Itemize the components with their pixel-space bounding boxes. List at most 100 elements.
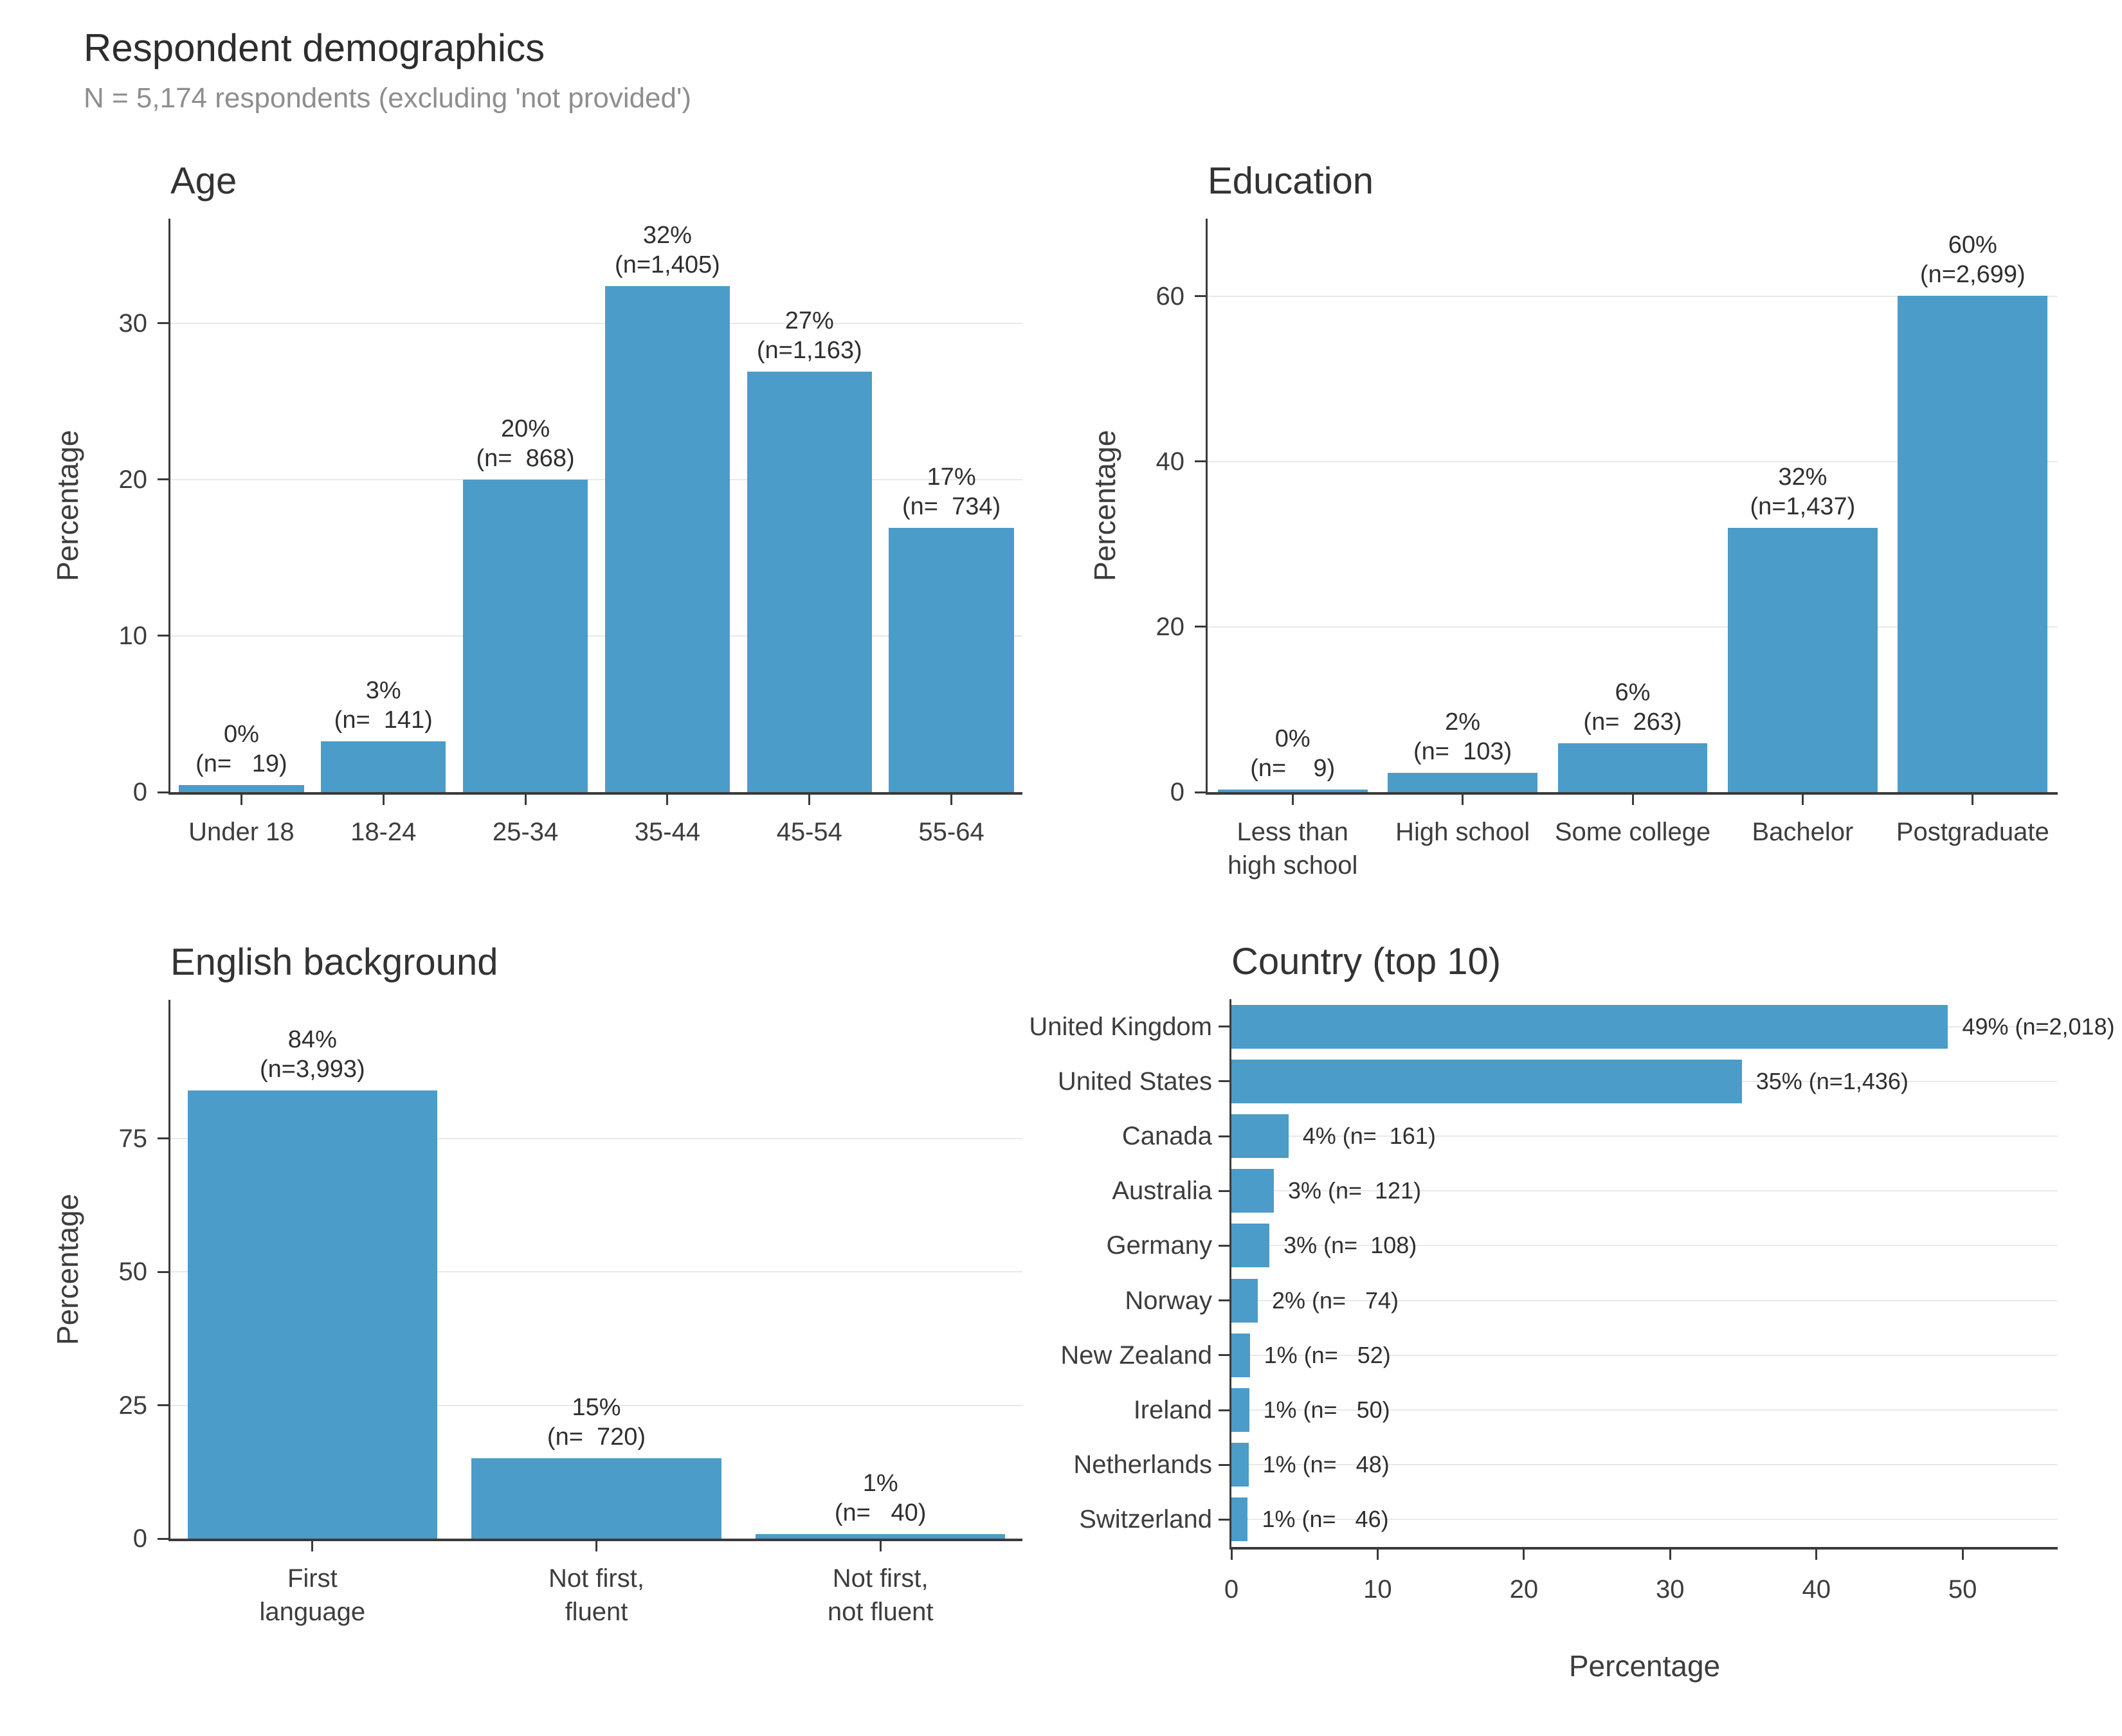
x-tick-label: 40 — [1802, 1575, 1831, 1604]
y-tick-mark — [158, 322, 169, 325]
country-bar — [1231, 1224, 1270, 1268]
x-tick-mark — [1230, 1550, 1233, 1560]
english-category-label: First language — [259, 1564, 366, 1626]
x-tick-mark — [879, 1541, 882, 1551]
education-bar-count-label: (n= 263) — [1583, 709, 1682, 736]
education-bar-percent-label: 32% — [1778, 463, 1827, 491]
education-bar-percent-label: 6% — [1615, 679, 1651, 707]
x-tick-mark — [595, 1541, 597, 1551]
education-bar-percent-label: 2% — [1445, 709, 1481, 736]
country-bar-value-label: 1% (n= 48) — [1262, 1451, 1390, 1478]
x-tick-label: 20 — [1509, 1575, 1539, 1604]
country-bar-value-label: 1% (n= 46) — [1262, 1506, 1389, 1533]
figure-title: Respondent demographics — [84, 26, 545, 69]
x-tick-mark — [240, 795, 242, 805]
country-bar-value-label: 1% (n= 50) — [1263, 1397, 1390, 1423]
x-tick-mark — [1669, 1550, 1671, 1560]
x-tick-mark — [1801, 795, 1804, 805]
y-tick-label: 0 — [132, 778, 147, 806]
y-tick-mark — [158, 1270, 169, 1273]
country-category-label: New Zealand — [1060, 1341, 1212, 1370]
country-chart-title: Country (top 10) — [1231, 941, 1501, 982]
x-tick-mark — [1291, 795, 1294, 805]
english-bar-count-label: (n= 40) — [834, 1499, 927, 1527]
y-tick-mark — [158, 1137, 169, 1140]
english-category-label: Not first, not fluent — [827, 1564, 934, 1626]
country-bar — [1231, 1114, 1289, 1158]
gridline — [170, 322, 1022, 324]
age-category-label: 45-54 — [776, 818, 842, 846]
x-tick-mark — [1961, 1550, 1964, 1560]
y-tick-mark — [1195, 791, 1206, 793]
figure-subtitle: N = 5,174 respondents (excluding 'not pr… — [84, 82, 692, 114]
country-category-label: Norway — [1125, 1286, 1212, 1315]
x-tick-mark — [950, 795, 953, 805]
y-tick-mark — [1219, 1189, 1230, 1192]
country-bar-value-label: 1% (n= 52) — [1264, 1341, 1391, 1368]
english-category-label: Not first, fluent — [549, 1564, 644, 1626]
x-tick-mark — [1972, 795, 1974, 805]
country-category-label: Canada — [1121, 1122, 1212, 1150]
country-bar — [1231, 1333, 1250, 1377]
gridline — [170, 1404, 1022, 1406]
y-axis-spine — [168, 219, 170, 793]
y-tick-mark — [1219, 1026, 1230, 1028]
country-bar-value-label: 49% (n=2,018) — [1962, 1013, 2115, 1040]
education-bar-percent-label: 60% — [1948, 231, 1997, 258]
age-bar-count-label: (n=1,163) — [756, 337, 862, 365]
x-axis-spine — [168, 1539, 1022, 1541]
country-category-label: Ireland — [1133, 1396, 1212, 1424]
country-bar-value-label: 2% (n= 74) — [1271, 1287, 1399, 1314]
y-tick-mark — [1195, 295, 1206, 298]
y-tick-label: 75 — [118, 1124, 148, 1153]
y-tick-mark — [158, 1537, 169, 1540]
gridline — [1208, 460, 2058, 462]
x-tick-label: 30 — [1656, 1575, 1685, 1604]
y-tick-mark — [1219, 1135, 1230, 1137]
country-bar — [1231, 1443, 1249, 1487]
age-bar-percent-label: 32% — [642, 221, 692, 249]
age-bar-count-label: (n=1,405) — [615, 251, 720, 278]
age-bar-percent-label: 17% — [927, 464, 976, 491]
y-axis-spine — [1229, 999, 1231, 1548]
age-bar — [179, 785, 304, 792]
x-tick-label: 10 — [1363, 1575, 1392, 1604]
education-bar-count-label: (n=1,437) — [1750, 493, 1856, 520]
y-tick-mark — [1219, 1244, 1230, 1247]
country-category-label: Australia — [1112, 1177, 1212, 1206]
education-category-label: Bachelor — [1752, 818, 1854, 846]
y-tick-mark — [1195, 626, 1206, 628]
country-category-label: United Kingdom — [1029, 1012, 1212, 1041]
english-bar — [471, 1458, 721, 1539]
gridline — [1231, 1190, 2058, 1192]
age-bar-count-label: (n= 734) — [902, 493, 1001, 521]
education-bar — [1728, 527, 1878, 792]
y-tick-label: 25 — [118, 1391, 148, 1420]
gridline — [1231, 1245, 2058, 1247]
age-bar-percent-label: 3% — [365, 677, 401, 704]
y-tick-label: 40 — [1156, 447, 1185, 476]
country-category-label: Netherlands — [1073, 1451, 1212, 1479]
x-axis-spine — [1229, 1547, 2058, 1550]
english-bar — [755, 1534, 1006, 1539]
english-bar-percent-label: 15% — [572, 1393, 621, 1421]
y-tick-mark — [1219, 1463, 1230, 1466]
education-bar — [1898, 295, 2048, 792]
age-bar — [604, 285, 730, 792]
gridline — [1231, 1519, 2058, 1521]
y-tick-mark — [1195, 460, 1206, 463]
x-axis-spine — [168, 792, 1022, 795]
age-bar-count-label: (n= 19) — [195, 750, 287, 778]
y-tick-mark — [158, 791, 169, 793]
x-tick-mark — [524, 795, 527, 805]
age-bar-count-label: (n= 868) — [476, 444, 575, 472]
y-tick-mark — [1219, 1354, 1230, 1357]
y-tick-label: 10 — [118, 621, 148, 650]
country-bar — [1231, 1388, 1249, 1432]
x-tick-label: 50 — [1948, 1575, 1977, 1604]
x-tick-label: 0 — [1224, 1575, 1239, 1604]
y-tick-mark — [158, 1404, 169, 1407]
x-tick-mark — [808, 795, 811, 805]
country-bar — [1231, 1004, 1948, 1049]
